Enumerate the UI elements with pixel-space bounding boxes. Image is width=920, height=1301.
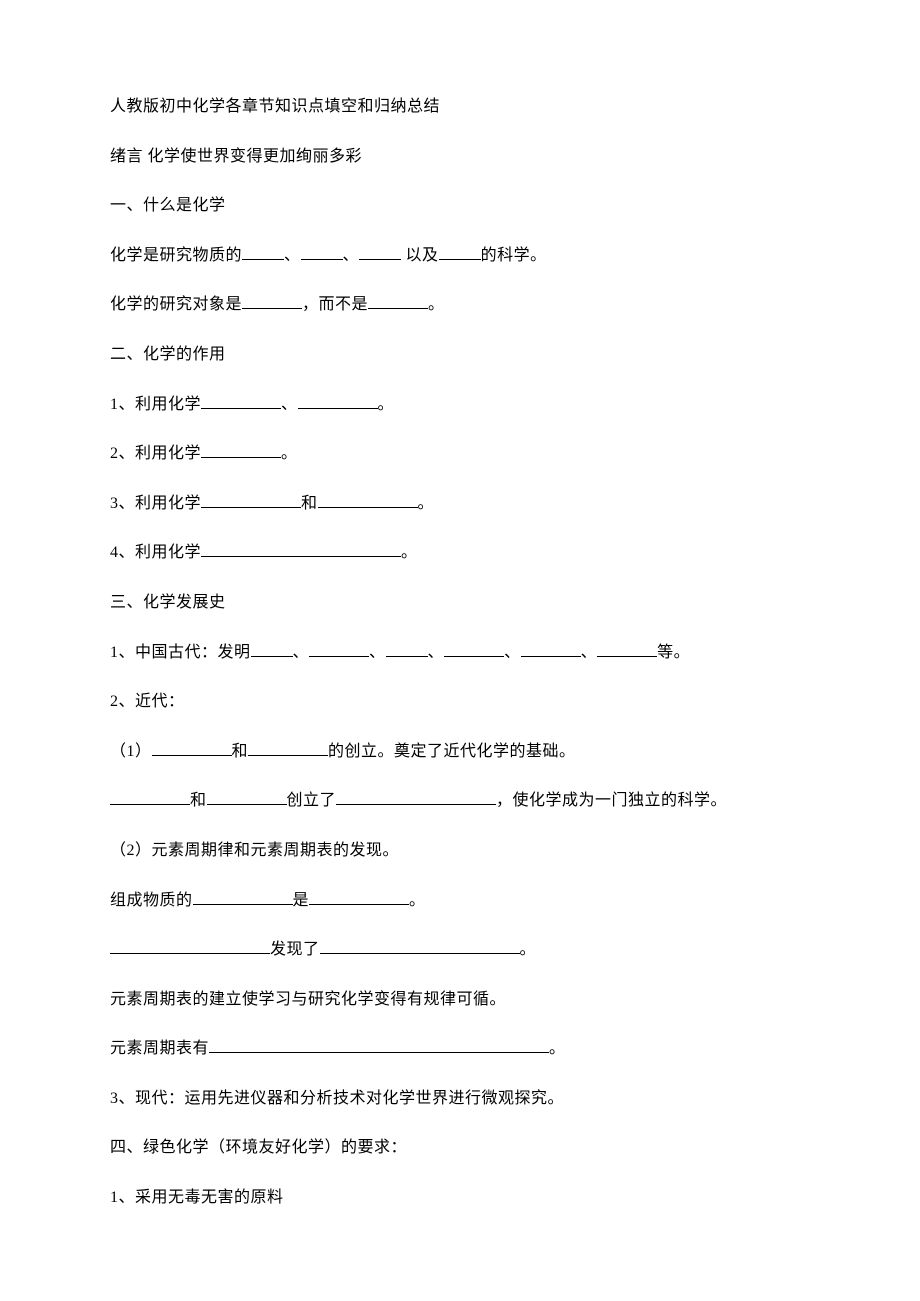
text-fragment: 。 (401, 544, 418, 561)
text-fragment: 、 (581, 644, 598, 661)
section-3-item-3: 3、现代：运用先进仪器和分析技术对化学世界进行微观探究。 (110, 1086, 810, 1112)
fill-blank (386, 641, 428, 657)
text-fragment: 、 (281, 396, 298, 413)
fill-blank (439, 244, 481, 260)
text-fragment: 化学的研究对象是 (110, 296, 242, 313)
section-2-item-1: 1、利用化学 、 。 (110, 392, 810, 418)
section-1-para-2: 化学的研究对象是 ，而不是 。 (110, 292, 810, 318)
section-3-item-2-2: （2）元素周期律和元素周期表的发现。 (110, 838, 810, 864)
section-3-item-2-1a: （1） 和 的创立。奠定了近代化学的基础。 (110, 739, 810, 765)
fill-blank (201, 492, 301, 508)
text-fragment: 等。 (657, 644, 690, 661)
section-3-composition: 组成物质的 是 。 (110, 888, 810, 914)
section-3-item-1: 1、中国古代：发明 、 、 、 、 、 等。 (110, 640, 810, 666)
section-4-item-1: 1、采用无毒无害的原料 (110, 1185, 810, 1211)
fill-blank (368, 293, 428, 309)
fill-blank (201, 442, 281, 458)
fill-blank (251, 641, 293, 657)
section-3-periodic-1: 元素周期表的建立使学习与研究化学变得有规律可循。 (110, 987, 810, 1013)
section-2-item-2: 2、利用化学 。 (110, 441, 810, 467)
section-3-periodic-2: 元素周期表有 。 (110, 1036, 810, 1062)
text-fragment: 的科学。 (481, 247, 547, 264)
section-1-para-1: 化学是研究物质的 、 、 以及 的科学。 (110, 243, 810, 269)
preface-line: 绪言 化学使世界变得更加绚丽多彩 (110, 144, 810, 170)
text-fragment: 、 (428, 644, 445, 661)
text-fragment: 、 (293, 644, 310, 661)
fill-blank (521, 641, 581, 657)
fill-blank (209, 1037, 549, 1053)
section-4-heading: 四、绿色化学（环境友好化学）的要求： (110, 1135, 810, 1161)
fill-blank (242, 244, 284, 260)
fill-blank (336, 789, 496, 805)
section-3-discovery: 发现了 。 (110, 937, 810, 963)
fill-blank (248, 740, 328, 756)
section-2-heading: 二、化学的作用 (110, 342, 810, 368)
fill-blank (309, 889, 409, 905)
fill-blank (301, 244, 343, 260)
text-fragment: 。 (520, 941, 537, 958)
text-fragment: 。 (378, 396, 395, 413)
text-fragment: 的创立。奠定了近代化学的基础。 (328, 743, 576, 760)
text-fragment: ，而不是 (302, 296, 368, 313)
fill-blank (201, 541, 401, 557)
fill-blank (152, 740, 232, 756)
section-3-heading: 三、化学发展史 (110, 590, 810, 616)
text-fragment: 。 (409, 892, 426, 909)
text-fragment: 和 (232, 743, 249, 760)
fill-blank (320, 938, 520, 954)
text-fragment: 创立了 (287, 792, 337, 809)
fill-blank (110, 789, 190, 805)
fill-blank (318, 492, 418, 508)
section-2-item-3: 3、利用化学 和 。 (110, 491, 810, 517)
fill-blank (444, 641, 504, 657)
section-2-item-4: 4、利用化学 。 (110, 540, 810, 566)
fill-blank (597, 641, 657, 657)
fill-blank (309, 641, 369, 657)
text-fragment: 1、利用化学 (110, 396, 201, 413)
text-fragment: 1、中国古代：发明 (110, 644, 251, 661)
text-fragment: 和 (301, 495, 318, 512)
text-fragment: 是 (293, 892, 310, 909)
section-3-item-2-1b: 和 创立了 ，使化学成为一门独立的科学。 (110, 788, 810, 814)
fill-blank (242, 293, 302, 309)
fill-blank (298, 393, 378, 409)
section-3-item-2: 2、近代： (110, 689, 810, 715)
text-fragment: 化学是研究物质的 (110, 247, 242, 264)
text-fragment: 、 (343, 247, 360, 264)
text-fragment: 组成物质的 (110, 892, 193, 909)
text-fragment: 。 (281, 445, 298, 462)
text-fragment: 。 (549, 1040, 566, 1057)
text-fragment: 以及 (401, 247, 439, 264)
text-fragment: 3、利用化学 (110, 495, 201, 512)
text-fragment: 、 (284, 247, 301, 264)
section-1-heading: 一、什么是化学 (110, 193, 810, 219)
fill-blank (359, 244, 401, 260)
fill-blank (110, 938, 270, 954)
text-fragment: 2、利用化学 (110, 445, 201, 462)
text-fragment: 。 (418, 495, 435, 512)
fill-blank (201, 393, 281, 409)
doc-title: 人教版初中化学各章节知识点填空和归纳总结 (110, 94, 810, 120)
text-fragment: 、 (369, 644, 386, 661)
text-fragment: 元素周期表有 (110, 1040, 209, 1057)
text-fragment: 、 (504, 644, 521, 661)
fill-blank (207, 789, 287, 805)
text-fragment: 。 (428, 296, 445, 313)
text-fragment: 4、利用化学 (110, 544, 201, 561)
text-fragment: （1） (110, 743, 152, 760)
fill-blank (193, 889, 293, 905)
text-fragment: 发现了 (270, 941, 320, 958)
text-fragment: ，使化学成为一门独立的科学。 (496, 792, 727, 809)
text-fragment: 和 (190, 792, 207, 809)
